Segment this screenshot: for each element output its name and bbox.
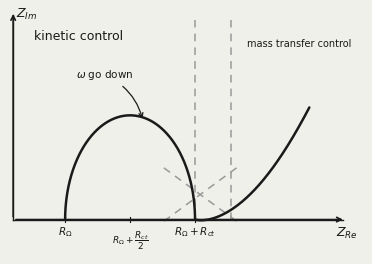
Text: $Z_{Re}$: $Z_{Re}$ bbox=[336, 226, 358, 241]
Text: $R_{\Omega}$: $R_{\Omega}$ bbox=[58, 225, 73, 239]
Text: kinetic control: kinetic control bbox=[34, 30, 123, 43]
Text: $R_{\Omega}+\dfrac{R_{ct}}{2}$: $R_{\Omega}+\dfrac{R_{ct}}{2}$ bbox=[112, 229, 148, 252]
Text: $R_{\Omega}+R_{ct}$: $R_{\Omega}+R_{ct}$ bbox=[174, 225, 216, 239]
Text: mass transfer control: mass transfer control bbox=[247, 39, 352, 49]
Text: $Z_{Im}$: $Z_{Im}$ bbox=[16, 7, 37, 22]
Text: $\omega$ go down: $\omega$ go down bbox=[76, 68, 143, 117]
